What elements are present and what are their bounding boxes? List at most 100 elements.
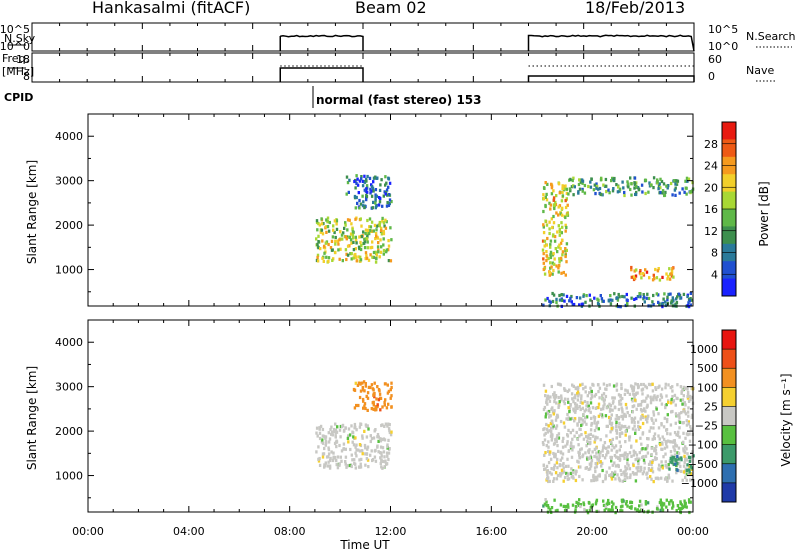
heatmap-cell bbox=[675, 396, 678, 400]
heatmap-cell bbox=[608, 421, 612, 426]
heatmap-cell bbox=[682, 464, 686, 468]
heatmap-cell bbox=[674, 403, 677, 407]
heatmap-cell bbox=[355, 259, 358, 263]
heatmap-cell bbox=[556, 250, 559, 254]
heatmap-cell bbox=[660, 302, 664, 306]
heatmap-cell bbox=[545, 259, 548, 263]
heatmap-cell bbox=[319, 247, 322, 251]
heatmap-cell bbox=[622, 425, 625, 429]
heatmap-cell bbox=[348, 178, 351, 182]
heatmap-cell bbox=[649, 460, 652, 464]
heatmap-cell bbox=[618, 434, 622, 438]
heatmap-cell bbox=[628, 505, 632, 509]
heatmap-cell bbox=[585, 435, 588, 439]
heatmap-cell bbox=[545, 223, 549, 227]
heatmap-cell bbox=[542, 407, 546, 412]
heatmap-cell bbox=[637, 427, 641, 431]
heatmap-cell bbox=[644, 454, 648, 458]
heatmap-cell bbox=[581, 382, 584, 386]
beam-title: Beam 02 bbox=[355, 0, 427, 17]
heatmap-cell bbox=[608, 473, 611, 478]
heatmap-cell bbox=[633, 269, 636, 273]
heatmap-cell bbox=[687, 414, 690, 418]
heatmap-cell bbox=[574, 410, 577, 414]
heatmap-cell bbox=[346, 181, 350, 185]
heatmap-cell bbox=[333, 219, 337, 223]
heatmap-cell bbox=[346, 228, 349, 232]
heatmap-cell bbox=[327, 242, 330, 247]
heatmap-cell bbox=[579, 400, 582, 405]
heatmap-cell bbox=[631, 427, 635, 431]
heatmap-cell bbox=[664, 190, 667, 194]
colorbar-tick-label: 4 bbox=[711, 268, 718, 281]
heatmap-cell bbox=[376, 385, 379, 389]
heatmap-cell bbox=[653, 449, 656, 453]
heatmap-cell bbox=[365, 179, 368, 183]
heatmap-cell bbox=[341, 237, 344, 241]
heatmap-cell bbox=[659, 190, 662, 195]
heatmap-cell bbox=[615, 429, 619, 433]
heatmap-cell bbox=[569, 296, 572, 300]
heatmap-cell bbox=[596, 383, 600, 387]
heatmap-cell bbox=[677, 457, 680, 461]
heatmap-cell bbox=[626, 458, 629, 462]
heatmap-cell bbox=[365, 452, 369, 456]
heatmap-cell bbox=[601, 454, 604, 458]
heatmap-cell bbox=[617, 292, 620, 297]
heatmap-cell bbox=[385, 181, 388, 185]
heatmap-cell bbox=[688, 439, 692, 443]
heatmap-cell bbox=[374, 193, 377, 197]
heatmap-cell bbox=[628, 451, 632, 455]
heatmap-cell bbox=[685, 419, 688, 423]
heatmap-cell bbox=[636, 391, 639, 395]
heatmap-cell bbox=[555, 264, 558, 268]
heatmap-cell bbox=[338, 463, 341, 467]
heatmap-cell bbox=[659, 498, 662, 502]
heatmap-cell bbox=[572, 176, 575, 180]
heatmap-cell bbox=[578, 427, 581, 431]
heatmap-cell bbox=[381, 405, 384, 409]
heatmap-cell bbox=[586, 457, 589, 461]
heatmap-cell bbox=[611, 505, 614, 509]
heatmap-cell bbox=[334, 428, 337, 432]
heatmap-cell bbox=[555, 211, 558, 215]
heatmap-cell bbox=[585, 422, 588, 426]
heatmap-cell bbox=[595, 498, 599, 502]
heatmap-cell bbox=[577, 385, 580, 389]
heatmap-cell bbox=[641, 447, 644, 451]
heatmap-cell bbox=[316, 255, 319, 259]
heatmap-cell bbox=[545, 400, 548, 405]
heatmap-cell bbox=[547, 409, 551, 414]
heatmap-cell bbox=[624, 424, 627, 429]
heatmap-cell bbox=[659, 508, 662, 512]
heatmap-cell bbox=[366, 391, 370, 395]
heatmap-cell bbox=[618, 427, 622, 431]
heatmap-cell bbox=[553, 203, 556, 208]
heatmap-cell bbox=[674, 421, 677, 425]
heatmap-cell bbox=[669, 401, 673, 405]
heatmap-cell bbox=[360, 244, 363, 248]
heatmap-cell bbox=[335, 459, 338, 463]
heatmap-cell bbox=[583, 420, 586, 424]
heatmap-cell bbox=[348, 218, 351, 222]
heatmap-cell bbox=[324, 439, 328, 443]
heatmap-cell bbox=[563, 508, 567, 512]
heatmap-cell bbox=[614, 406, 617, 410]
heatmap-cell bbox=[364, 452, 367, 456]
heatmap-cell bbox=[625, 426, 629, 431]
heatmap-cell bbox=[353, 458, 356, 462]
heatmap-cell bbox=[323, 446, 326, 451]
heatmap-cell bbox=[564, 504, 568, 509]
heatmap-cell bbox=[364, 382, 367, 386]
heatmap-cell bbox=[558, 191, 561, 195]
heatmap-cell bbox=[668, 267, 671, 271]
heatmap-cell bbox=[562, 399, 566, 404]
heatmap-cell bbox=[364, 384, 367, 388]
power-heatmap bbox=[315, 174, 695, 309]
heatmap-cell bbox=[379, 183, 382, 187]
heatmap-cell bbox=[365, 394, 368, 398]
heatmap-cell bbox=[388, 423, 391, 427]
heatmap-cell bbox=[379, 456, 382, 460]
heatmap-cell bbox=[549, 243, 552, 247]
heatmap-cell bbox=[594, 192, 597, 196]
